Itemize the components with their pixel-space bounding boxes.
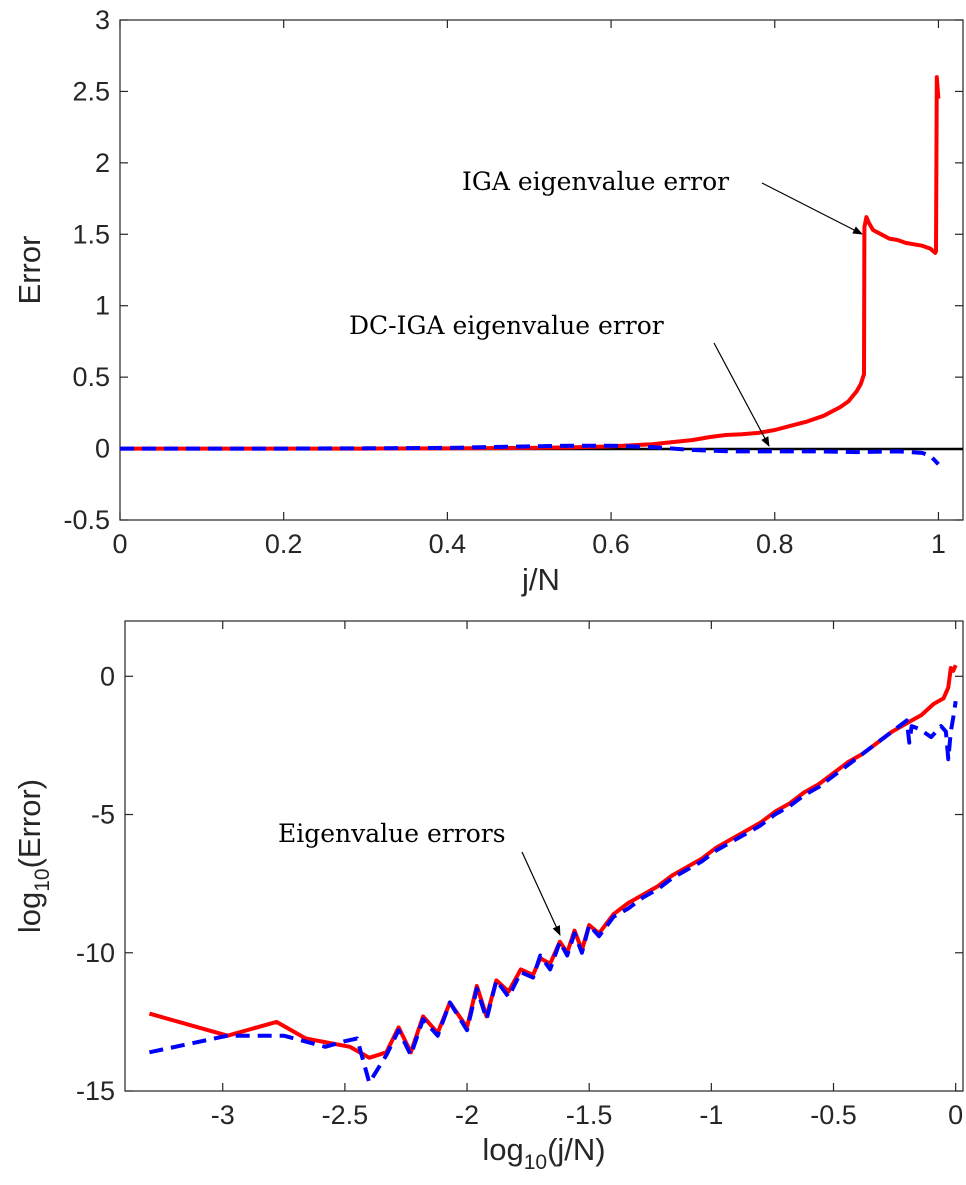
x-tick-label: 0 [948, 1100, 963, 1130]
chart-top: -0.500.511.522.53 0 0.2 0.4 0.6 0.8 1 j/N Err… [12, 5, 964, 597]
y-tick-label: 0 [95, 434, 110, 464]
y-tick-label: -0.5 [63, 505, 110, 535]
y-tick-label: 0 [100, 661, 115, 691]
x-tick-label: -2 [455, 1100, 479, 1130]
x-tick-label: 0.4 [429, 529, 467, 559]
chart-bottom: -15 -10 -5 0 -3 -2.5 -2 -1.5 -1 -0.5 0 log10(j/N)… [12, 620, 964, 1174]
y-tick-label: -5 [91, 800, 115, 830]
x-tick-label: -1 [699, 1100, 723, 1130]
y-ticks-top: -0.5 0 0.5 1 1.5 2 2.5 3 [63, 5, 963, 535]
x-tick-label: 0.8 [756, 529, 794, 559]
x-tick-label: 0.6 [592, 529, 630, 559]
x-ticks-bottom: -3 -2.5 -2 -1.5 -1 -0.5 0 [211, 621, 963, 1130]
x-tick-label: -1.5 [566, 1100, 613, 1130]
y-tick-label: 3 [95, 5, 110, 35]
annotation-eigenvalue-errors-arrow [521, 851, 561, 936]
annotation-dc-iga-arrow [713, 342, 770, 447]
series-line-dc_iga [148, 700, 958, 1085]
x-tick-label: 0 [112, 529, 127, 559]
x-axis-label-top: j/N [521, 562, 560, 597]
annotation-dc-iga: DC-IGA eigenvalue error [349, 311, 664, 340]
y-tick-label: -10 [76, 938, 115, 968]
plot-area-bottom [124, 620, 964, 1092]
y-axis-label-top: Error [12, 236, 47, 305]
x-axis-label-bottom: log10(j/N) [482, 1132, 605, 1174]
x-tick-label: -2.5 [322, 1100, 369, 1130]
y-ticks-bottom: -15 -10 -5 0 [76, 661, 963, 1106]
series-bottom [148, 664, 958, 1085]
y-tick-label: 0.5 [72, 362, 110, 392]
x-tick-label: -3 [211, 1100, 235, 1130]
y-tick-label: 1.5 [72, 219, 110, 249]
annotation-iga: IGA eigenvalue error [462, 167, 729, 196]
x-tick-label: -0.5 [810, 1100, 857, 1130]
series-top [120, 75, 941, 466]
x-tick-label: 0.2 [265, 529, 303, 559]
annotation-eigenvalue-errors: Eigenvalue errors [278, 819, 506, 848]
y-axis-label-bottom: log10(Error) [12, 779, 54, 933]
x-ticks-top: 0 0.2 0.4 0.6 0.8 1 [112, 20, 946, 559]
annotation-iga-arrow [761, 182, 863, 235]
series-line-iga [148, 664, 958, 1060]
y-tick-label: 1 [95, 291, 110, 321]
series-line-dc_iga [120, 443, 940, 466]
x-tick-label: 1 [931, 529, 946, 559]
y-tick-label: 2 [95, 148, 110, 178]
plot-area-top [119, 19, 964, 521]
y-tick-label: -15 [76, 1076, 115, 1106]
y-tick-label: 2.5 [72, 76, 110, 106]
